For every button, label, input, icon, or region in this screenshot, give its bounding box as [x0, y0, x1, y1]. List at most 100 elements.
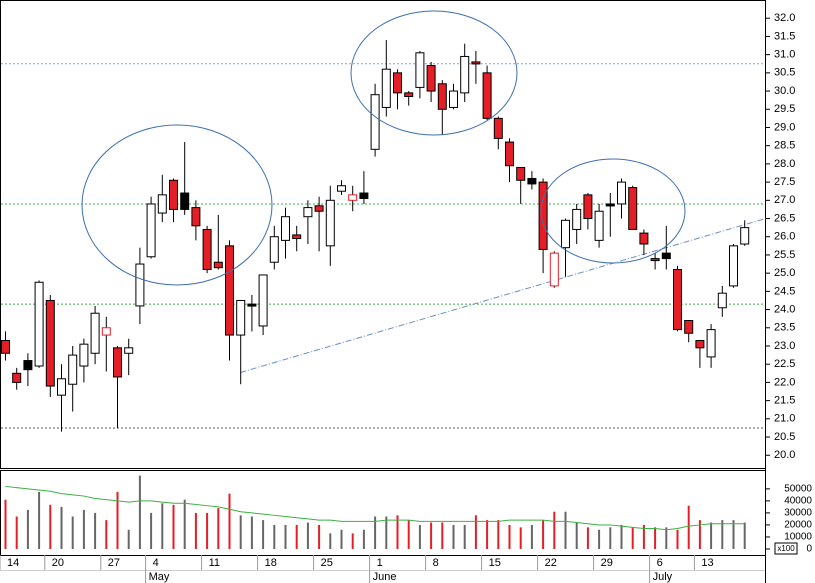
candle-body	[90, 312, 100, 354]
candle-body	[538, 181, 548, 250]
candle-body	[258, 274, 268, 327]
y-tick-label: 20.5	[774, 431, 795, 443]
candle-body	[650, 258, 660, 262]
x-tick-label: 27	[108, 557, 120, 569]
volume-tick-label: 20000	[784, 520, 812, 531]
candle-body	[225, 245, 234, 336]
x-tick-label: 1	[377, 557, 383, 569]
candle-body	[325, 199, 335, 247]
candle-body	[202, 228, 212, 271]
candle-body	[594, 210, 604, 241]
x-tick-label: 22	[545, 557, 557, 569]
candle-body	[717, 292, 727, 309]
candle-body	[113, 347, 122, 378]
candle-body	[180, 192, 190, 210]
candle-body	[415, 52, 425, 88]
y-tick-label: 31.5	[774, 30, 795, 42]
candle-body	[303, 207, 313, 218]
y-tick-label: 20.0	[774, 449, 795, 461]
candle-body	[169, 179, 178, 210]
candle-body	[583, 194, 593, 220]
y-tick-label: 26.5	[774, 212, 795, 224]
x-tick-label: 4	[153, 557, 159, 569]
candle-body	[57, 378, 66, 396]
candle-body	[157, 194, 167, 214]
month-label: June	[373, 571, 397, 583]
y-tick-label: 22.5	[774, 358, 795, 370]
candle-body	[729, 245, 738, 287]
volume-average	[5, 485, 745, 531]
x-tick-label: 15	[489, 557, 501, 569]
ellipse	[81, 124, 273, 286]
y-tick-label: 30.5	[774, 67, 795, 79]
x-tick-label: 29	[601, 557, 613, 569]
candle-body	[393, 72, 402, 94]
y-tick-label: 32.0	[774, 12, 795, 24]
candle-body	[404, 92, 414, 98]
volume-tick-label: 0	[806, 544, 812, 555]
x-tick-label: 8	[433, 557, 439, 569]
candle-body	[23, 360, 33, 371]
candle-body	[12, 372, 22, 383]
volume-tick-label: 30000	[784, 508, 812, 519]
candle-body	[706, 329, 716, 358]
y-tick-label: 21.5	[774, 395, 795, 407]
x-tick-label: 13	[701, 557, 713, 569]
volume-unit: x100	[777, 544, 795, 553]
y-tick-label: 25.5	[774, 249, 795, 261]
x-tick-label: 6	[657, 557, 663, 569]
candle-body	[337, 185, 346, 192]
candle-body	[314, 205, 324, 212]
candle-body	[247, 303, 257, 307]
x-tick-label: 11	[209, 557, 220, 569]
x-tick-label: 14	[7, 557, 19, 569]
annotations	[81, 10, 686, 286]
y-tick-label: 28.0	[774, 158, 795, 170]
y-tick-label: 23.5	[774, 322, 795, 334]
candle-body	[527, 177, 537, 185]
candle-body	[561, 219, 570, 249]
y-tick-label: 22.0	[774, 376, 795, 388]
candle-body	[605, 203, 615, 207]
y-tick-label: 31.0	[774, 49, 795, 61]
y-tick-label: 23.0	[774, 340, 795, 352]
candle-body	[135, 263, 145, 307]
candle-body	[482, 72, 492, 119]
trendline	[240, 218, 766, 374]
candle-body	[34, 281, 44, 367]
candle-body	[493, 117, 503, 139]
y-tick-label: 25.0	[774, 267, 795, 279]
y-tick-label: 24.5	[774, 285, 795, 297]
ellipse	[540, 158, 686, 264]
candle-body	[101, 327, 111, 336]
candle-body	[213, 261, 223, 269]
y-tick-label: 28.5	[774, 140, 795, 152]
y-tick-label: 29.0	[774, 121, 795, 133]
candle-body	[617, 181, 626, 205]
candle-body	[68, 354, 78, 385]
candle-body	[516, 167, 526, 181]
candle-body	[79, 343, 89, 367]
x-tick-label: 25	[321, 557, 333, 569]
month-label: July	[653, 571, 673, 583]
volume-tick-label: 40000	[784, 496, 812, 507]
candle-body	[146, 203, 156, 258]
candle-body	[359, 192, 369, 199]
candle-body	[124, 347, 134, 354]
candle-body	[684, 319, 694, 334]
y-tick-label: 21.0	[774, 413, 795, 425]
candle-body	[661, 252, 671, 260]
candle-body	[740, 227, 750, 245]
candle-body	[45, 299, 55, 387]
x-tick-label: 18	[265, 557, 277, 569]
candle-body	[471, 61, 481, 65]
candle-body	[281, 216, 290, 241]
candle-body	[381, 68, 391, 108]
plot: 20.0 20.5 21.0 21.5 22.0 22.5 23.0 23.5 24.0 24.5…	[0, 12, 812, 583]
y-tick-label: 30.0	[774, 85, 795, 97]
candle-body	[505, 141, 514, 167]
y-tick-label: 27.0	[774, 194, 795, 206]
x-tick-label: 20	[52, 557, 64, 569]
candle-body	[673, 269, 682, 331]
